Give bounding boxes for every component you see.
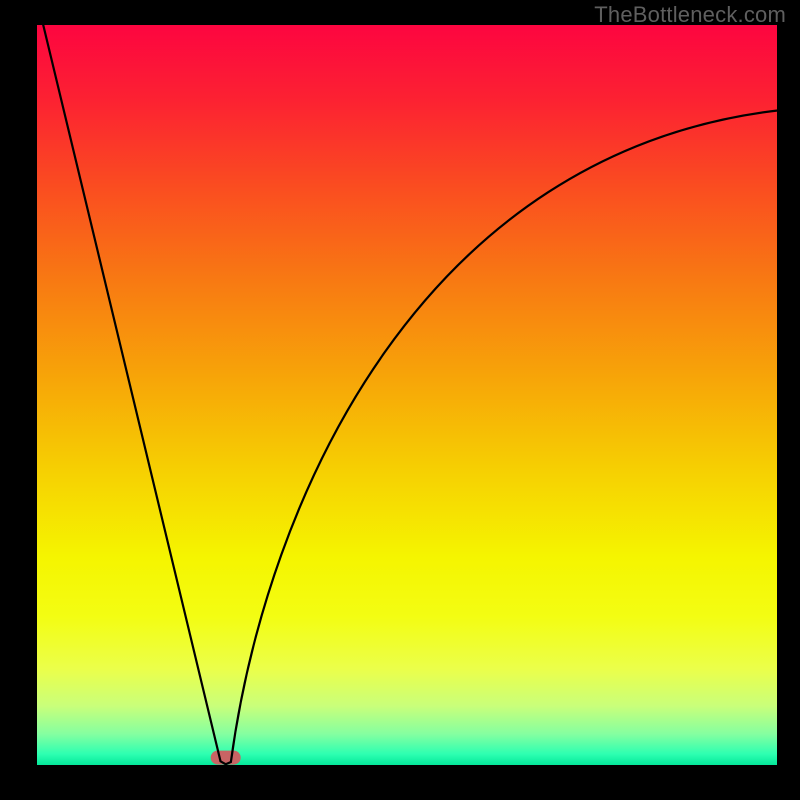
chart-container: TheBottleneck.com [0,0,800,800]
chart-svg [0,0,800,800]
vertex-marker [211,751,241,765]
